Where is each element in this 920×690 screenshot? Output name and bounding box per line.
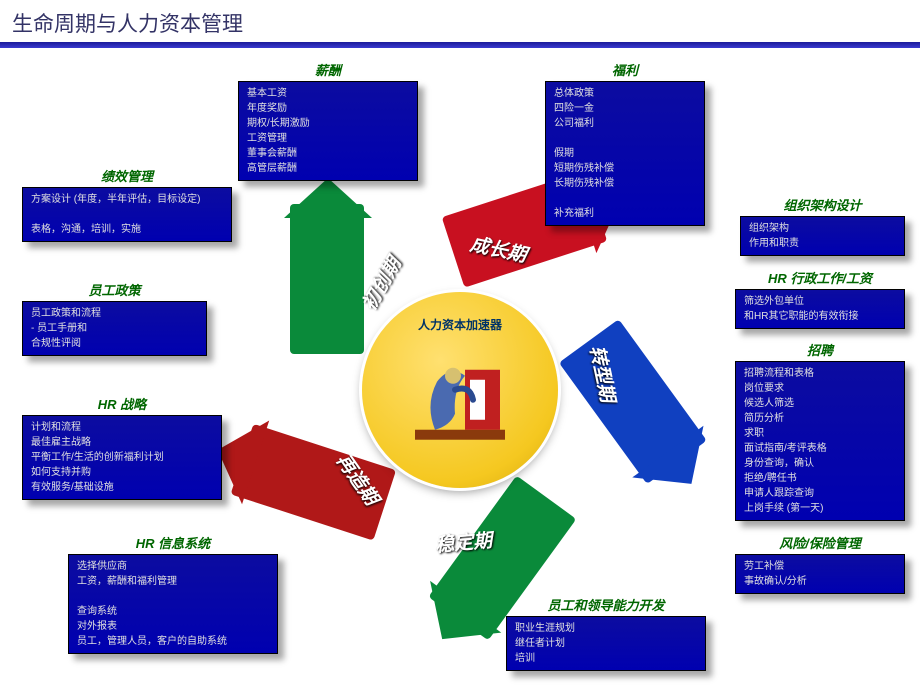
box-org-design: 组织架构设计 组织架构作用和职责	[740, 195, 905, 256]
box-title: 员工政策	[22, 280, 207, 299]
title-bar	[0, 42, 920, 48]
box-recruit: 招聘 招聘流程和表格岗位要求候选人筛选简历分析求职面试指南/考评表格身份查询，确…	[735, 340, 905, 521]
panel-item: 方案设计 (年度，半年评估，目标设定)	[31, 192, 223, 207]
box-title: HR 信息系统	[68, 533, 278, 552]
panel-item: 合规性评阅	[31, 336, 198, 351]
box-title: 员工和领导能力开发	[506, 595, 706, 614]
panel-item	[554, 191, 696, 206]
panel-item: 组织架构	[749, 221, 896, 236]
panel-item	[554, 131, 696, 146]
panel-item: 对外报表	[77, 619, 269, 634]
panel-item: 招聘流程和表格	[744, 366, 896, 381]
panel-item: 总体政策	[554, 86, 696, 101]
box-title: 风险/保险管理	[735, 533, 905, 552]
panel-item: 事故确认/分析	[744, 574, 896, 589]
panel-item: 表格，沟通，培训，实施	[31, 222, 223, 237]
core-label: 人力资本加速器	[362, 316, 558, 333]
box-title: 组织架构设计	[740, 195, 905, 214]
box-hr-info: HR 信息系统 选择供应商工资，薪酬和福利管理 查询系统对外报表员工，管理人员，…	[68, 533, 278, 654]
panel-item: 职业生涯规划	[515, 621, 697, 636]
panel-item: 员工政策和流程	[31, 306, 198, 321]
panel-item: 如何支持并购	[31, 465, 213, 480]
panel-item: 工资，薪酬和福利管理	[77, 574, 269, 589]
panel-item: 查询系统	[77, 604, 269, 619]
panel-item	[77, 589, 269, 604]
box-title: HR 战略	[22, 394, 222, 413]
panel-item: 选择供应商	[77, 559, 269, 574]
panel: 计划和流程最佳雇主战略平衡工作/生活的创新福利计划如何支持并购有效服务/基础设施	[22, 415, 222, 500]
box-compensation: 薪酬 基本工资年度奖励期权/长期激励工资管理董事会薪酬高管层薪酬	[238, 60, 418, 181]
panel: 基本工资年度奖励期权/长期激励工资管理董事会薪酬高管层薪酬	[238, 81, 418, 181]
panel: 方案设计 (年度，半年评估，目标设定) 表格，沟通，培训，实施	[22, 187, 232, 242]
panel-item: 申请人跟踪查询	[744, 486, 896, 501]
box-welfare: 福利 总体政策四险一金公司福利 假期短期伤残补偿长期伤残补偿 补充福利	[545, 60, 705, 226]
box-title: 薪酬	[238, 60, 418, 79]
box-title: 福利	[545, 60, 705, 79]
panel-item: 培训	[515, 651, 697, 666]
panel-item	[31, 207, 223, 222]
panel-item: 和HR其它职能的有效衔接	[744, 309, 896, 324]
box-hr-admin: HR 行政工作/工资 筛选外包单位和HR其它职能的有效衔接	[735, 268, 905, 329]
panel-item: 最佳雇主战略	[31, 435, 213, 450]
panel-item: 上岗手续 (第一天)	[744, 501, 896, 516]
panel: 职业生涯规划继任者计划培训	[506, 616, 706, 671]
box-risk: 风险/保险管理 劳工补偿事故确认/分析	[735, 533, 905, 594]
panel-item: 基本工资	[247, 86, 409, 101]
panel-item: 假期	[554, 146, 696, 161]
panel-item: - 员工手册和	[31, 321, 198, 336]
accelerator-icon	[415, 360, 505, 447]
panel: 选择供应商工资，薪酬和福利管理 查询系统对外报表员工，管理人员，客户的自助系统	[68, 554, 278, 654]
panel-item: 高管层薪酬	[247, 161, 409, 176]
panel-item: 候选人筛选	[744, 396, 896, 411]
box-hr-strategy: HR 战略 计划和流程最佳雇主战略平衡工作/生活的创新福利计划如何支持并购有效服…	[22, 394, 222, 500]
panel-item: 四险一金	[554, 101, 696, 116]
panel-item: 身份查询，确认	[744, 456, 896, 471]
box-title: 招聘	[735, 340, 905, 359]
panel-item: 计划和流程	[31, 420, 213, 435]
panel-item: 期权/长期激励	[247, 116, 409, 131]
panel-item: 长期伤残补偿	[554, 176, 696, 191]
panel-item: 继任者计划	[515, 636, 697, 651]
panel: 筛选外包单位和HR其它职能的有效衔接	[735, 289, 905, 329]
panel-item: 有效服务/基础设施	[31, 480, 213, 495]
panel: 招聘流程和表格岗位要求候选人筛选简历分析求职面试指南/考评表格身份查询，确认拒绝…	[735, 361, 905, 521]
panel-item: 面试指南/考评表格	[744, 441, 896, 456]
panel-item: 筛选外包单位	[744, 294, 896, 309]
panel-item: 劳工补偿	[744, 559, 896, 574]
panel-item: 员工，管理人员，客户的自助系统	[77, 634, 269, 649]
panel-item: 短期伤残补偿	[554, 161, 696, 176]
panel-item: 年度奖励	[247, 101, 409, 116]
page-title: 生命周期与人力资本管理	[0, 0, 920, 42]
panel-item: 作用和职责	[749, 236, 896, 251]
seg-label-stable: 稳定期	[434, 526, 493, 558]
panel-item: 补充福利	[554, 206, 696, 221]
panel-item: 求职	[744, 426, 896, 441]
panel-item: 简历分析	[744, 411, 896, 426]
box-dev: 员工和领导能力开发 职业生涯规划继任者计划培训	[506, 595, 706, 671]
box-title: HR 行政工作/工资	[735, 268, 905, 287]
box-title: 绩效管理	[22, 166, 232, 185]
panel-item: 公司福利	[554, 116, 696, 131]
panel-item: 岗位要求	[744, 381, 896, 396]
panel-item: 平衡工作/生活的创新福利计划	[31, 450, 213, 465]
panel: 总体政策四险一金公司福利 假期短期伤残补偿长期伤残补偿 补充福利	[545, 81, 705, 226]
box-performance: 绩效管理 方案设计 (年度，半年评估，目标设定) 表格，沟通，培训，实施	[22, 166, 232, 242]
panel: 组织架构作用和职责	[740, 216, 905, 256]
panel-item: 董事会薪酬	[247, 146, 409, 161]
box-employee-policy: 员工政策 员工政策和流程- 员工手册和合规性评阅	[22, 280, 207, 356]
panel: 劳工补偿事故确认/分析	[735, 554, 905, 594]
panel-item: 工资管理	[247, 131, 409, 146]
cycle-core: 人力资本加速器	[362, 292, 558, 488]
panel-item: 拒绝/聘任书	[744, 471, 896, 486]
panel: 员工政策和流程- 员工手册和合规性评阅	[22, 301, 207, 356]
